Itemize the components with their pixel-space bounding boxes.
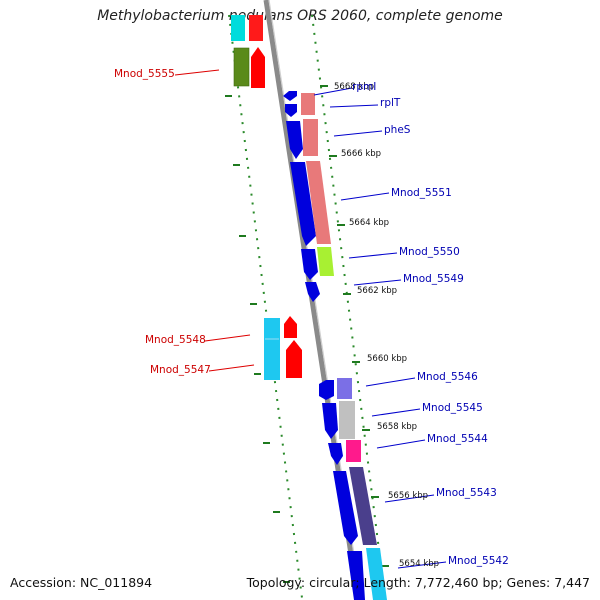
gene-label-pheS[interactable]: pheS bbox=[384, 124, 411, 136]
gene-label-mnod-5544[interactable]: Mnod_5544 bbox=[427, 433, 488, 445]
feature-grey-mnod-5545 bbox=[339, 401, 355, 439]
scale-label: 5668 kbp bbox=[334, 82, 374, 92]
feature-cyan-top bbox=[231, 15, 245, 41]
feature-green-mnod-5550 bbox=[317, 247, 334, 276]
gene-arrow-mnod-5551 bbox=[290, 162, 316, 246]
left-gene-labels: Mnod_5555 Mnod_5548 Mnod_5547 bbox=[114, 68, 211, 376]
gene-label-mnod-5545[interactable]: Mnod_5545 bbox=[422, 402, 483, 414]
feature-cyan-mnod-5548 bbox=[264, 318, 280, 380]
scale-label: 5666 kbp bbox=[341, 149, 381, 159]
feature-indigo-mnod-5543 bbox=[349, 467, 377, 545]
scale-label: 5658 kbp bbox=[377, 422, 417, 432]
gene-label-rplT[interactable]: rplT bbox=[380, 97, 401, 109]
scale-label: 5660 kbp bbox=[367, 354, 407, 364]
scale-label: 5664 kbp bbox=[349, 218, 389, 228]
scale-label: 5656 kbp bbox=[388, 491, 428, 501]
gene-label-mnod-5551[interactable]: Mnod_5551 bbox=[391, 187, 452, 199]
gene-arrow-rplT bbox=[285, 104, 297, 117]
feature-pink-pheS bbox=[303, 119, 318, 156]
feature-pink-rplT bbox=[301, 93, 315, 115]
gene-label-rpmI[interactable]: rpmI bbox=[352, 81, 376, 93]
gene-label-mnod-5550[interactable]: Mnod_5550 bbox=[399, 246, 460, 258]
scale-label: 5662 kbp bbox=[357, 286, 397, 296]
gene-arrow-mnod-5555 bbox=[251, 47, 265, 88]
gene-label-mnod-5555[interactable]: Mnod_5555 bbox=[114, 68, 175, 80]
gene-arrow-mnod-5550 bbox=[301, 249, 318, 280]
gene-arrow-mnod-5548 bbox=[284, 316, 297, 338]
gene-arrow-mnod-5549 bbox=[305, 282, 320, 302]
genome-summary-text: Topology: circular; Length: 7,772,460 bp… bbox=[246, 575, 590, 590]
feature-cyan-mnod-5542 bbox=[366, 548, 387, 600]
left-tick-ring bbox=[228, 14, 303, 599]
gene-label-mnod-5547[interactable]: Mnod_5547 bbox=[150, 364, 211, 376]
gene-arrow-pheS bbox=[286, 121, 303, 159]
gene-label-mnod-5549[interactable]: Mnod_5549 bbox=[403, 273, 464, 285]
gene-arrow-mnod-5546 bbox=[319, 380, 334, 400]
accession-text: Accession: NC_011894 bbox=[10, 575, 153, 590]
gene-arrow-mnod-5547 bbox=[286, 340, 302, 378]
scale-labels: 5668 kbp 5666 kbp 5664 kbp 5662 kbp 5660… bbox=[334, 82, 439, 569]
gene-arrow-mnod-5544 bbox=[328, 443, 343, 465]
scale-label: 5654 kbp bbox=[399, 559, 439, 569]
right-gene-labels: rpmI rplT pheS Mnod_5551 Mnod_5550 Mnod_… bbox=[352, 81, 509, 567]
gene-arrow-mnod-5543 bbox=[333, 471, 358, 545]
right-major-ticks bbox=[320, 85, 389, 567]
left-label-leaders bbox=[174, 69, 255, 372]
gene-label-mnod-5548[interactable]: Mnod_5548 bbox=[145, 334, 206, 346]
left-major-ticks bbox=[225, 95, 290, 583]
gene-label-mnod-5546[interactable]: Mnod_5546 bbox=[417, 371, 478, 383]
feature-purple-mnod-5546 bbox=[337, 378, 352, 399]
gene-arrow-mnod-5542 bbox=[347, 551, 365, 600]
map-title: Methylobacterium nodulans ORS 2060, comp… bbox=[97, 8, 503, 24]
right-label-leaders bbox=[313, 87, 447, 569]
feature-pink-mnod-5551 bbox=[306, 161, 331, 244]
gene-arrow-mnod-5545 bbox=[322, 403, 338, 439]
feature-magenta-mnod-5544 bbox=[346, 440, 361, 462]
feature-olive-5555 bbox=[233, 47, 250, 87]
gene-arrow-rpmI bbox=[283, 91, 297, 101]
gene-label-mnod-5543[interactable]: Mnod_5543 bbox=[436, 487, 497, 499]
gene-label-mnod-5542[interactable]: Mnod_5542 bbox=[448, 555, 509, 567]
feature-red-top bbox=[249, 15, 263, 41]
